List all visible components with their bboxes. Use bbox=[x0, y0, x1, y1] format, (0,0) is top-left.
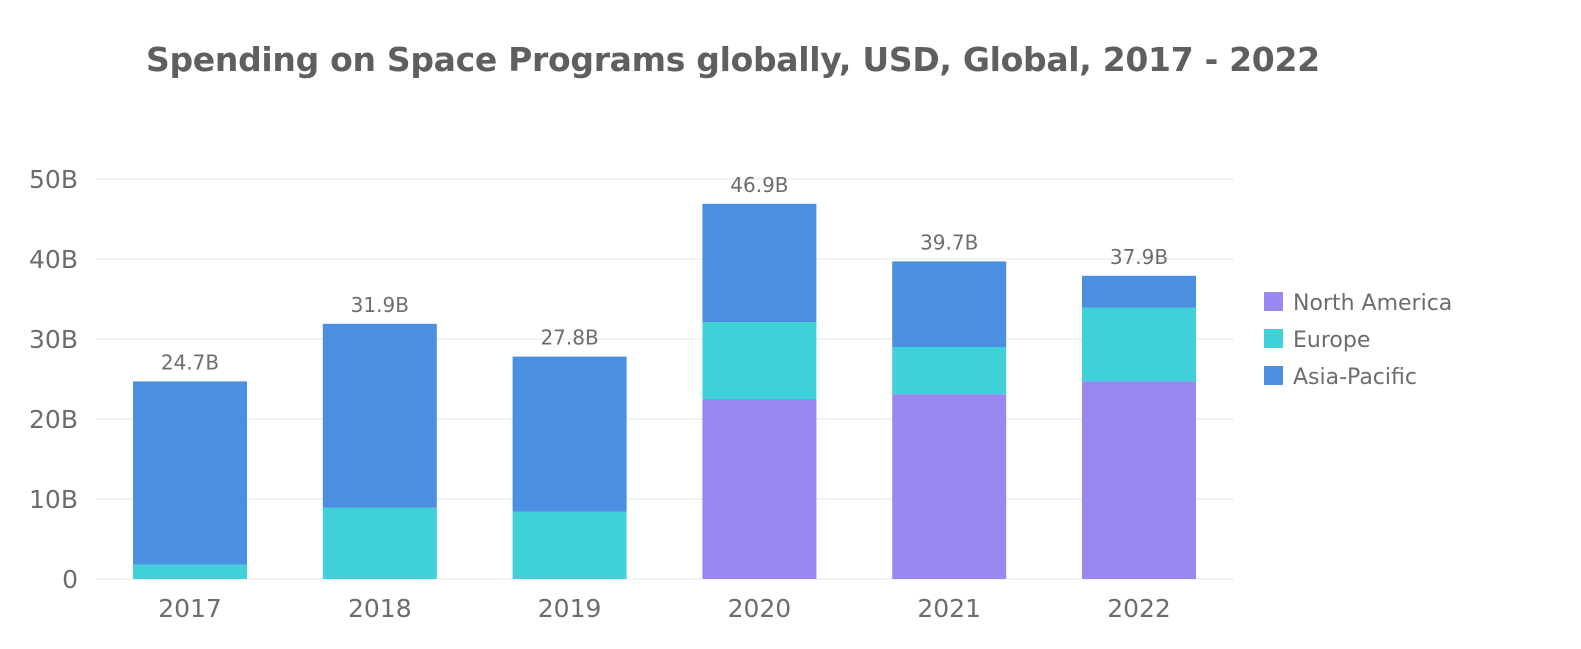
bar-asia-pacific-2021 bbox=[892, 261, 1007, 347]
legend: North America Europe Asia-Pacific bbox=[1264, 291, 1452, 390]
bar-total-label: 46.9B bbox=[730, 173, 788, 197]
x-tick-label: 2020 bbox=[728, 594, 792, 623]
bar-europe-2020 bbox=[702, 322, 817, 399]
bar-asia-pacific-2017 bbox=[133, 381, 247, 565]
x-tick-label: 2017 bbox=[158, 594, 222, 623]
legend-swatch bbox=[1264, 329, 1283, 348]
chart-title: Spending on Space Programs globally, USD… bbox=[146, 40, 1320, 79]
gridlines bbox=[96, 178, 1234, 580]
y-tick-label: 20B bbox=[29, 405, 78, 434]
bar-north-america-2022 bbox=[1082, 381, 1196, 579]
bar-asia-pacific-2020 bbox=[702, 203, 817, 323]
bar-total-label: 24.7B bbox=[161, 350, 219, 374]
bar-europe-2018 bbox=[322, 507, 437, 579]
bar-totals: 24.7B 31.9B 27.8B 46.9B 39.7B 37.9B bbox=[161, 173, 1168, 375]
x-axis-ticks: 2017 2018 2019 2020 2021 2022 bbox=[158, 594, 1171, 623]
x-tick-label: 2018 bbox=[348, 594, 412, 623]
x-tick-label: 2022 bbox=[1107, 594, 1171, 623]
y-tick-label: 50B bbox=[29, 165, 78, 194]
bar-north-america-2020 bbox=[702, 399, 817, 579]
bar-europe-2022 bbox=[1082, 307, 1196, 382]
y-tick-label: 10B bbox=[29, 485, 78, 514]
bar-asia-pacific-2018 bbox=[322, 323, 437, 508]
y-tick-label: 30B bbox=[29, 325, 78, 354]
legend-label: North America bbox=[1293, 291, 1452, 316]
x-tick-label: 2019 bbox=[538, 594, 602, 623]
bar-asia-pacific-2019 bbox=[512, 356, 627, 512]
bar-asia-pacific-2022 bbox=[1082, 275, 1196, 308]
bar-total-label: 37.9B bbox=[1110, 245, 1168, 269]
bars bbox=[133, 203, 1196, 579]
legend-swatch bbox=[1264, 366, 1283, 385]
legend-label: Asia-Pacific bbox=[1293, 365, 1417, 390]
y-tick-label: 40B bbox=[29, 245, 78, 274]
bar-europe-2021 bbox=[892, 347, 1007, 395]
bar-europe-2019 bbox=[512, 511, 627, 579]
legend-swatch bbox=[1264, 292, 1283, 311]
bar-europe-2017 bbox=[133, 564, 247, 579]
y-tick-label: 0 bbox=[62, 565, 78, 594]
bar-total-label: 39.7B bbox=[920, 230, 978, 254]
y-axis-ticks: 0 10B 20B 30B 40B 50B bbox=[29, 165, 78, 594]
x-tick-label: 2021 bbox=[917, 594, 981, 623]
bar-north-america-2021 bbox=[892, 394, 1007, 579]
legend-label: Europe bbox=[1293, 328, 1370, 353]
bar-total-label: 31.9B bbox=[351, 293, 409, 317]
bar-total-label: 27.8B bbox=[540, 326, 598, 350]
